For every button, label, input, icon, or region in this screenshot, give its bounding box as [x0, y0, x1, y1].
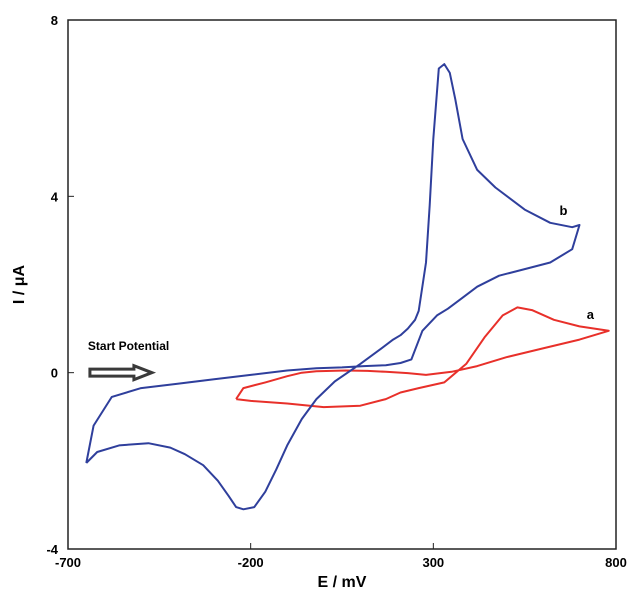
x-axis-title: E / mV — [318, 574, 367, 591]
plot-frame — [67, 19, 617, 550]
series-group: ab — [85, 63, 610, 511]
start-potential-arrow — [88, 363, 157, 382]
y-tick-label: 0 — [51, 366, 58, 381]
y-tick-label: 8 — [51, 13, 58, 28]
x-tick-label: 300 — [422, 555, 444, 570]
x-tick-label: 800 — [605, 555, 627, 570]
x-tick-label: -700 — [55, 555, 81, 570]
x-tick-label: -200 — [238, 555, 264, 570]
y-axis-title: I / μA — [11, 264, 28, 304]
y-tick-label: 4 — [51, 189, 59, 204]
y-tick-label: -4 — [46, 542, 58, 557]
series-label-a: a — [587, 307, 595, 322]
series-label-b: b — [559, 203, 567, 218]
start-potential-annotation: Start Potential — [88, 339, 169, 382]
start-potential-label: Start Potential — [88, 339, 169, 353]
series-line-a — [235, 306, 610, 409]
series-line-b — [85, 63, 581, 511]
tick-group: -700 -200 300 800 -4 0 4 8 — [46, 13, 626, 570]
